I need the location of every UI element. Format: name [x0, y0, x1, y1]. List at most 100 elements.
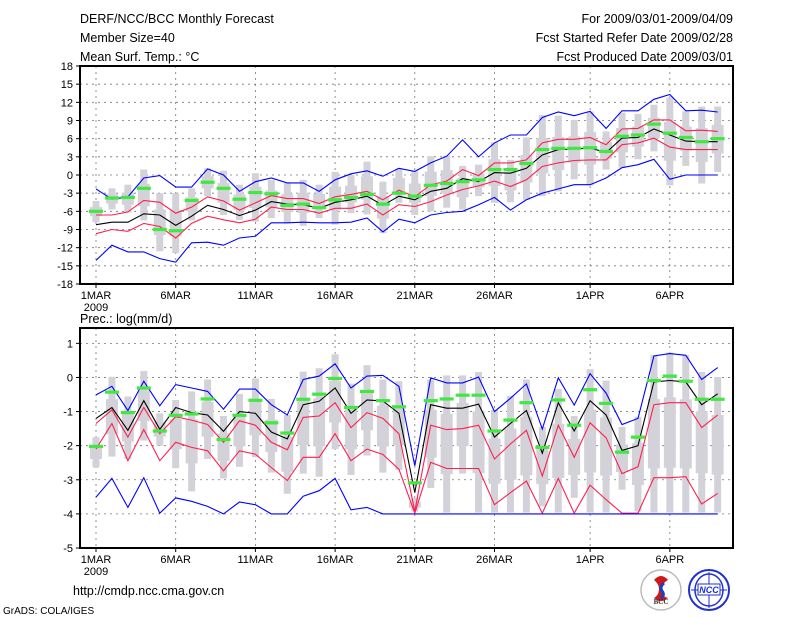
observed-marker	[471, 178, 486, 182]
ensemble-iqr-box	[695, 128, 708, 162]
y-tick-label: -15	[57, 261, 73, 273]
ensemble-iqr-box	[169, 419, 182, 450]
observed-marker	[391, 191, 406, 195]
x-tick-label: 1MAR	[81, 290, 112, 302]
ensemble-iqr-box	[392, 178, 405, 194]
observed-marker	[646, 122, 661, 126]
ensemble-iqr-box	[647, 117, 660, 139]
observed-marker	[168, 413, 183, 417]
x-tick-label: 6APR	[655, 554, 684, 566]
observed-marker	[104, 196, 119, 200]
plot-frame	[79, 327, 734, 549]
ensemble-iqr-box	[360, 390, 373, 431]
observed-marker	[710, 137, 725, 141]
y-tick-label: 9	[67, 116, 73, 128]
header-variable: Mean Surf. Temp.: °C	[80, 50, 199, 64]
ensemble-iqr-box	[616, 128, 629, 153]
y-tick-label: 15	[61, 79, 73, 91]
observed-marker	[89, 209, 103, 213]
observed-marker	[535, 445, 550, 449]
y-tick-label: -6	[63, 206, 73, 218]
footer-url[interactable]: http://cmdp.ncc.cma.gov.cn	[73, 584, 224, 598]
y-tick-label: -5	[63, 543, 73, 555]
observed-marker	[232, 413, 247, 417]
y-tick-label: -3	[63, 188, 73, 200]
series-min-line	[95, 476, 718, 515]
observed-marker	[535, 147, 550, 152]
footer-credit: GrADS: COLA/IGES	[3, 606, 94, 617]
ensemble-iqr-box	[663, 397, 676, 468]
x-tick-label: 11MAR	[237, 554, 273, 566]
observed-marker	[423, 399, 438, 403]
ensemble-iqr-box	[552, 136, 565, 171]
ensemble-iqr-box	[345, 409, 358, 450]
observed-marker	[694, 140, 709, 144]
ensemble-iqr-box	[329, 380, 342, 423]
observed-marker	[678, 135, 693, 140]
y-tick-label: -18	[57, 279, 73, 291]
y-tick-label: -2	[63, 441, 73, 453]
ensemble-iqr-box	[185, 419, 198, 464]
observed-marker	[89, 444, 103, 448]
ncc-logo: NCC	[688, 569, 730, 611]
observed-marker	[503, 167, 518, 172]
x-tick-label: 6APR	[655, 290, 684, 302]
observed-marker	[599, 401, 614, 405]
y-tick-label: -12	[57, 243, 73, 255]
ensemble-iqr-box	[711, 415, 724, 475]
observed-marker	[312, 392, 327, 396]
x-tick-label: 26MAR	[476, 290, 513, 302]
observed-marker	[583, 146, 598, 150]
ensemble-iqr-box	[137, 390, 150, 422]
ensemble-iqr-box	[440, 413, 453, 475]
observed-marker	[168, 229, 183, 233]
observed-marker	[344, 195, 359, 200]
ensemble-iqr-box	[552, 423, 565, 478]
ensemble-iqr-box	[504, 171, 517, 191]
observed-marker	[615, 134, 630, 138]
observed-marker	[519, 401, 534, 405]
ensemble-iqr-box	[153, 209, 166, 236]
observed-marker	[359, 192, 374, 196]
observed-marker	[423, 183, 438, 187]
ensemble-iqr-box	[520, 416, 533, 476]
observed-marker	[407, 481, 422, 485]
series-upper-line	[96, 119, 718, 216]
x-tick-label: 1APR	[576, 290, 605, 302]
x-tick-label: 16MAR	[317, 554, 354, 566]
y-tick-label: -3	[63, 475, 73, 487]
observed-marker	[630, 435, 645, 439]
ensemble-iqr-box	[90, 445, 102, 460]
observed-marker	[455, 180, 470, 184]
observed-marker	[248, 190, 263, 195]
observed-marker	[104, 390, 119, 394]
observed-marker	[280, 431, 295, 435]
observed-marker	[328, 376, 343, 381]
observed-marker	[694, 397, 709, 401]
observed-marker	[296, 397, 311, 401]
y-tick-label: -9	[63, 225, 73, 237]
series-lower-line	[95, 137, 718, 239]
observed-marker	[248, 398, 263, 402]
observed-marker	[551, 146, 566, 150]
y-tick-label: 0	[67, 372, 73, 384]
observed-marker	[375, 202, 390, 206]
series-lower-line	[95, 422, 719, 515]
observed-marker	[630, 133, 645, 137]
observed-marker	[710, 397, 725, 401]
ensemble-iqr-box	[392, 406, 405, 446]
y-tick-label: 1	[67, 338, 73, 350]
ensemble-iqr-box	[313, 398, 326, 447]
y-tick-label: 3	[67, 152, 73, 164]
ensemble-iqr-box	[679, 399, 692, 469]
ensemble-iqr-box	[600, 417, 613, 476]
ncc-logo-text: NCC	[699, 585, 719, 595]
x-tick-label: 1MAR	[81, 554, 112, 566]
observed-marker	[312, 206, 327, 210]
x-tick-label: 21MAR	[396, 290, 433, 302]
observed-marker	[471, 393, 486, 397]
observed-marker	[439, 397, 454, 401]
header-started-date: Fcst Started Refer Date 2009/02/28	[536, 31, 733, 45]
ensemble-iqr-box	[472, 411, 485, 474]
